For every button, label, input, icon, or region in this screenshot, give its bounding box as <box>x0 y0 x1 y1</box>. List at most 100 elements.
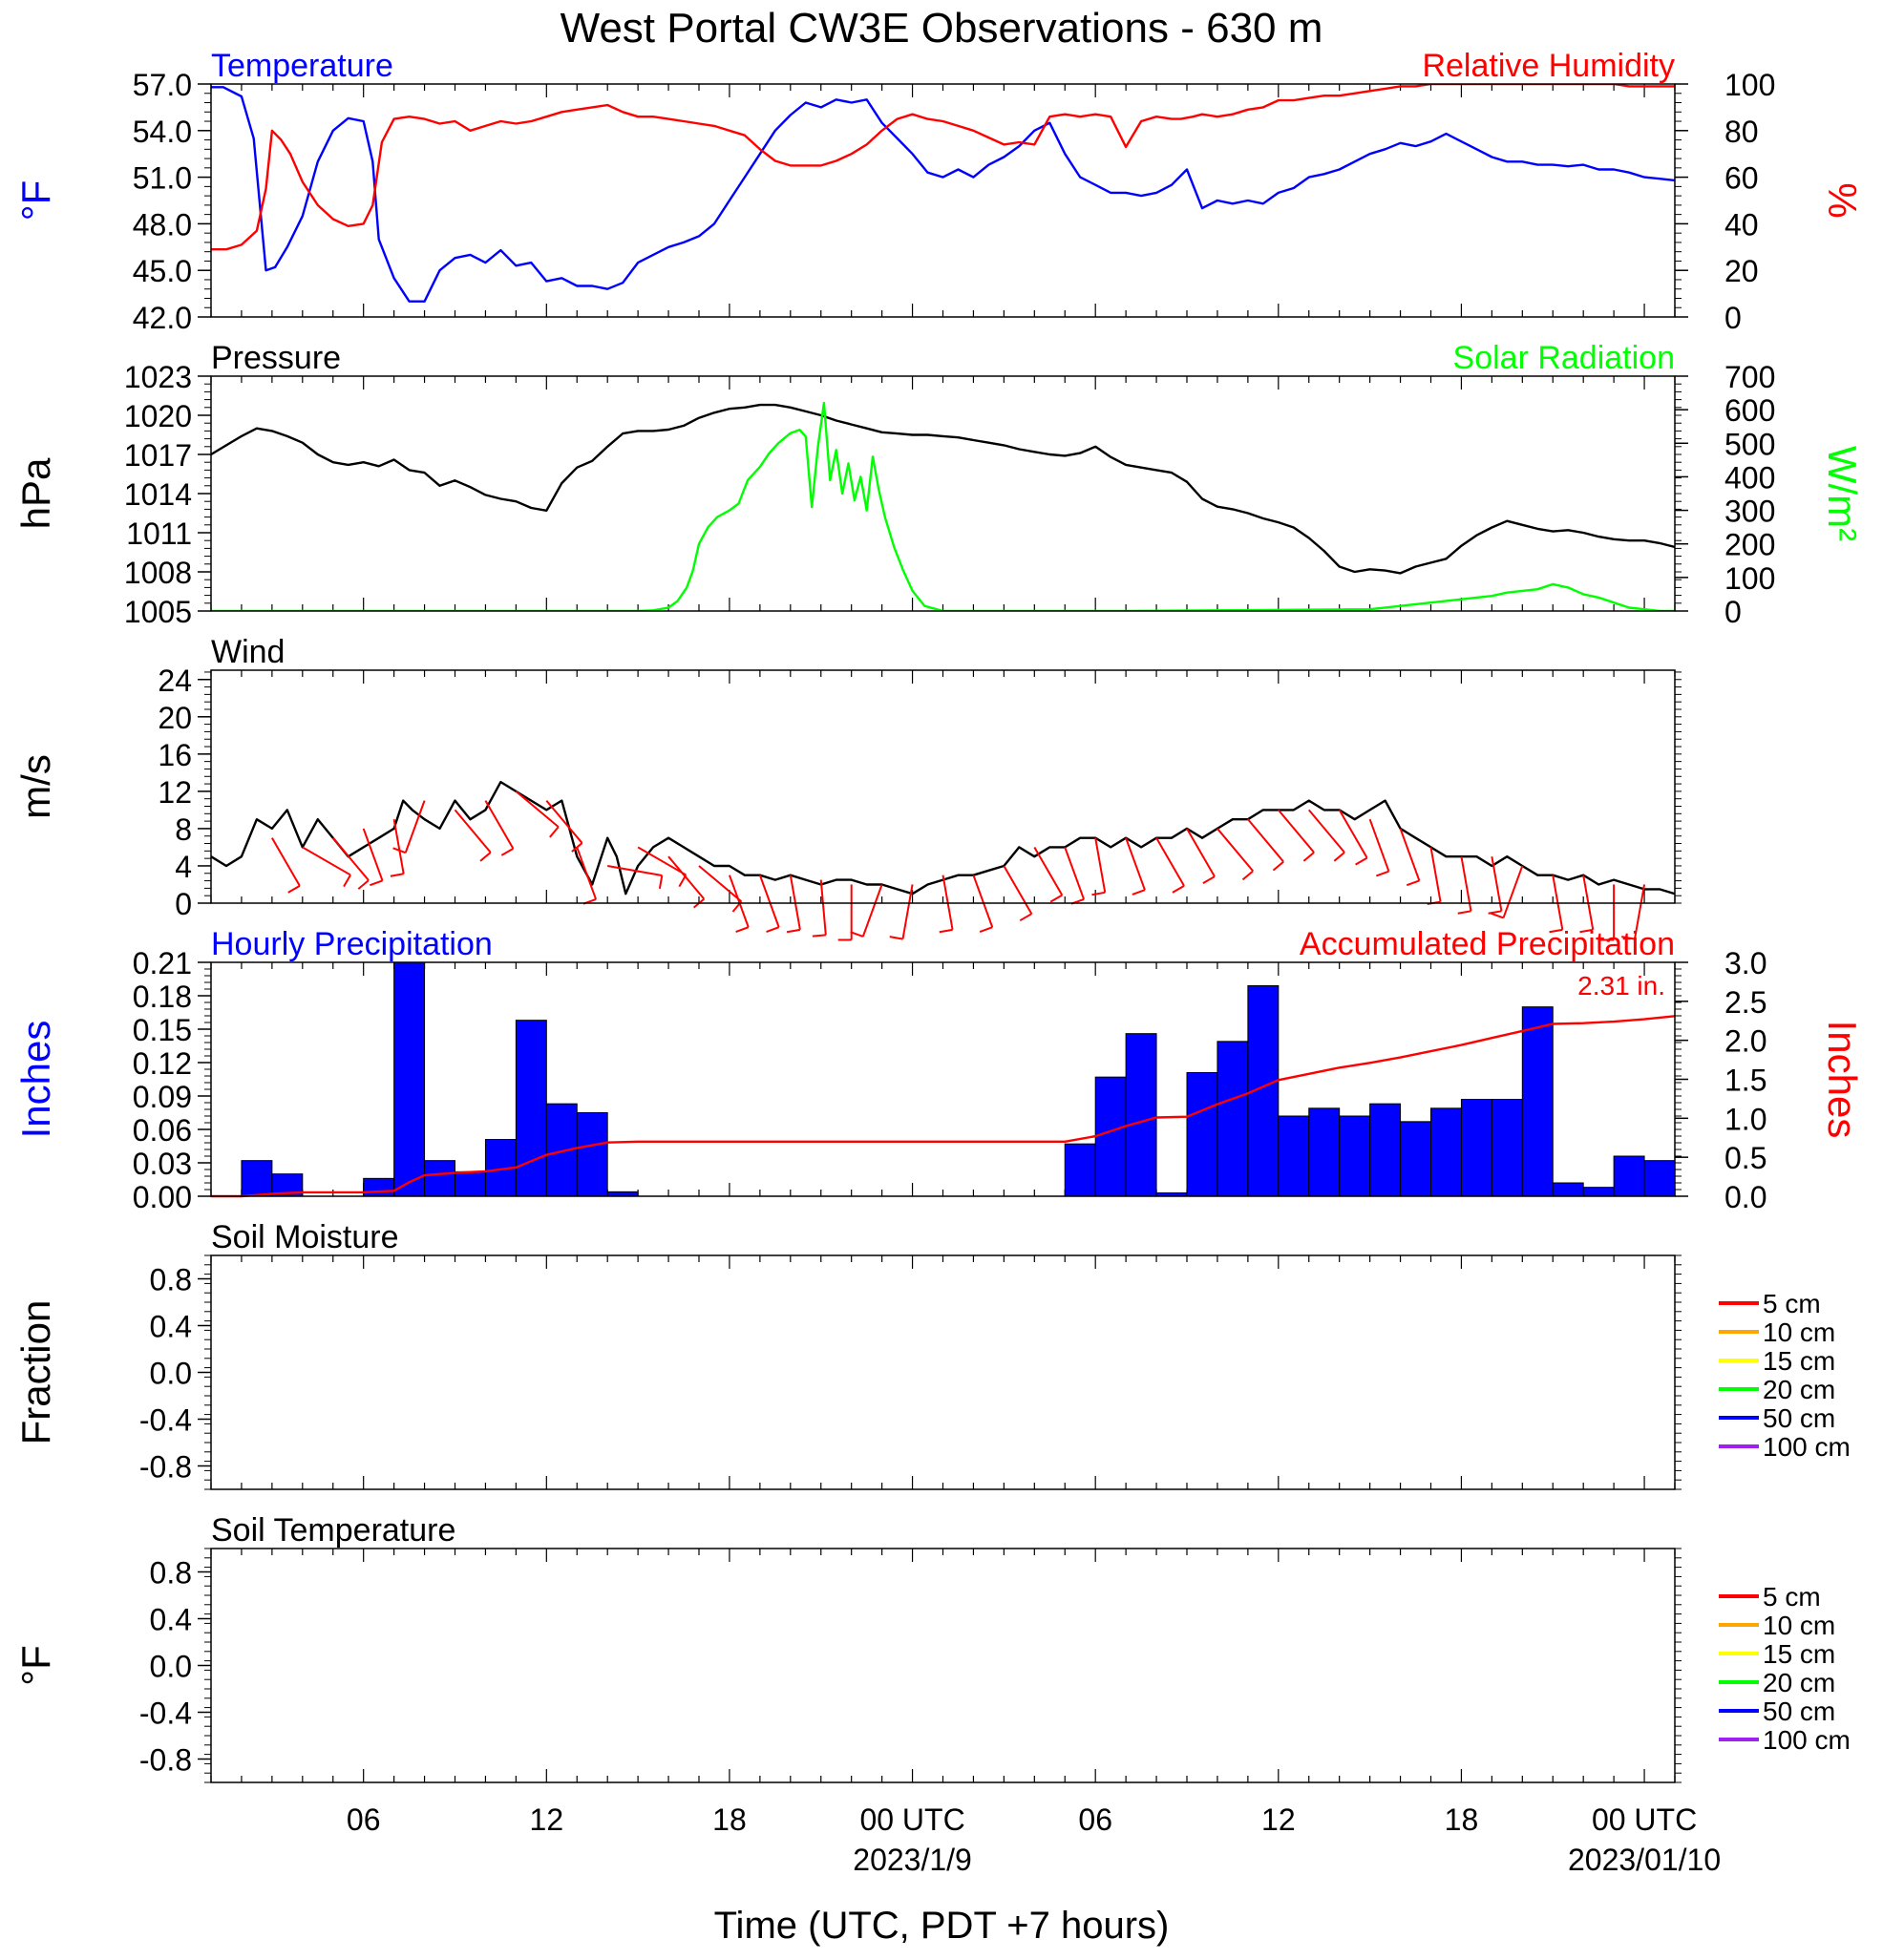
x-tick-label: 00 UTC <box>859 1802 964 1837</box>
wind-barb <box>1460 856 1472 912</box>
wind-barb <box>1125 837 1146 891</box>
wind-barb-flag <box>812 934 826 938</box>
wind-barb <box>861 884 883 938</box>
wind-barb-flag <box>939 928 953 934</box>
left-y-tick-label: 24 <box>158 664 192 698</box>
right-y-tick-label: 600 <box>1724 393 1775 428</box>
wind-barb <box>1247 818 1284 863</box>
left-y-tick-label: 0.0 <box>150 1357 192 1391</box>
precip-bar <box>1582 1187 1615 1197</box>
wind-barb-flag <box>479 852 492 862</box>
precip-bar <box>1400 1121 1431 1197</box>
legend-label: 50 cm <box>1763 1403 1835 1433</box>
wind-barb-flag <box>766 926 780 933</box>
wind-barb-flag <box>1375 870 1389 877</box>
wind-barb <box>698 865 743 903</box>
legend-label: 5 cm <box>1763 1289 1821 1318</box>
left-y-tick-label: 0.06 <box>133 1113 192 1148</box>
panel-frame <box>210 1254 1676 1490</box>
wind-barb <box>1003 865 1033 915</box>
left-y-tick-label: 45.0 <box>133 254 192 288</box>
right-y-tick-label: 300 <box>1724 495 1775 529</box>
left-y-tick-label: 0.09 <box>133 1080 192 1114</box>
x-tick-label: 06 <box>347 1802 381 1837</box>
precip-bar <box>1521 1006 1554 1197</box>
panel-title-right: Accumulated Precipitation <box>1300 926 1675 962</box>
x-tick-label: 06 <box>1078 1802 1112 1837</box>
series-line <box>211 403 1675 575</box>
wind-barb-flag <box>1621 936 1636 940</box>
left-y-tick-label: 12 <box>158 775 192 810</box>
chart-title: West Portal CW3E Observations - 630 m <box>561 5 1323 52</box>
wind-barb-flag <box>549 826 560 838</box>
wind-barb-flag <box>1019 913 1032 922</box>
wind-barb <box>576 847 598 900</box>
accumulated-precip-line <box>211 1015 1676 1198</box>
wind-barb <box>1429 847 1442 902</box>
panel-title-left: Soil Temperature <box>211 1512 455 1549</box>
wind-barb-flag <box>1457 910 1471 915</box>
panels-group: 42.045.048.051.054.057.0020406080100Temp… <box>13 48 1865 1877</box>
wind-barb <box>331 837 370 881</box>
wind-barb <box>1155 837 1185 887</box>
left-y-tick-label: 0.03 <box>133 1147 192 1181</box>
right-y-tick-label: 0 <box>1724 595 1742 629</box>
legend-label: 10 cm <box>1763 1317 1835 1347</box>
left-y-tick-label: 4 <box>175 850 192 884</box>
right-y-tick-label: 400 <box>1724 460 1775 495</box>
left-y-tick-label: 0.21 <box>133 946 192 980</box>
right-y-tick-label: 3.0 <box>1724 946 1767 980</box>
panel-title-right: Solar Radiation <box>1453 340 1675 376</box>
legend-label: 50 cm <box>1763 1697 1835 1726</box>
precip-bar <box>1552 1182 1584 1197</box>
series-line <box>211 84 1675 251</box>
wind-barb <box>1399 828 1421 881</box>
left-axis-label: °F <box>13 1645 58 1685</box>
series-line <box>211 86 1675 303</box>
wind-barb-flag <box>390 873 404 877</box>
x-axis-label: Time (UTC, PDT +7 hours) <box>714 1905 1170 1947</box>
wind-barb-flag <box>850 931 864 938</box>
left-axis-label: Inches <box>13 1021 58 1139</box>
right-y-tick-label: 20 <box>1724 254 1759 288</box>
panel-pressure: 1005 1008 1011 1014 1017 1020 1023 010020030040… <box>13 340 1865 629</box>
precip-bar <box>515 1020 547 1197</box>
precip-bar <box>1460 1099 1492 1197</box>
right-y-tick-label: 2.5 <box>1724 985 1767 1020</box>
wind-barb <box>484 800 515 850</box>
left-y-tick-label: 1005 <box>124 595 192 629</box>
wind-barb <box>302 846 351 876</box>
series-line <box>211 401 1675 611</box>
right-y-tick-label: 80 <box>1724 115 1759 149</box>
panel-temp: 42.0 45.0 48.0 51.0 54.0 57.0 0 20 40 60 80 100 Temp… <box>13 48 1865 335</box>
left-y-tick-label: 0.12 <box>133 1046 192 1081</box>
panel-soilmoist: -0.8 -0.4 0.0 0.4 0.8 Soil Moisture Fraction 5 … <box>13 1219 1851 1490</box>
panel-title-left: Soil Moisture <box>211 1219 399 1255</box>
wind-barb <box>1502 865 1524 918</box>
wind-barb-flag <box>1549 928 1563 934</box>
right-axis-label: W/m² <box>1820 446 1865 541</box>
precip-bar <box>455 1170 486 1197</box>
panel-frame <box>210 669 1676 904</box>
left-y-tick-label: 48.0 <box>133 207 192 242</box>
wind-barb <box>392 818 405 875</box>
wind-barb-flag <box>1333 852 1345 862</box>
wind-barb-flag <box>1490 912 1504 919</box>
x-tick-label: 00 UTC <box>1592 1802 1697 1837</box>
left-y-tick-label: 0.8 <box>150 1556 192 1591</box>
left-y-tick-label: 0.0 <box>150 1650 192 1684</box>
x-tick-label: 18 <box>712 1802 747 1837</box>
wind-barb-flag <box>658 875 664 889</box>
wind-barb-flag <box>786 928 801 934</box>
wind-barb-flag <box>392 847 407 854</box>
wind-barb-flag <box>735 926 750 933</box>
wind-barb-flag <box>287 885 301 894</box>
panel-frame <box>210 375 1676 612</box>
panel-precip: 0.000.030.060.090.120.150.180.21 0.0 0.5 1.… <box>13 926 1865 1214</box>
panel-title-left: Wind <box>211 634 285 670</box>
precip-bar <box>1064 1143 1096 1197</box>
wind-barb-flag <box>1172 885 1185 894</box>
precip-bar <box>363 1177 395 1197</box>
